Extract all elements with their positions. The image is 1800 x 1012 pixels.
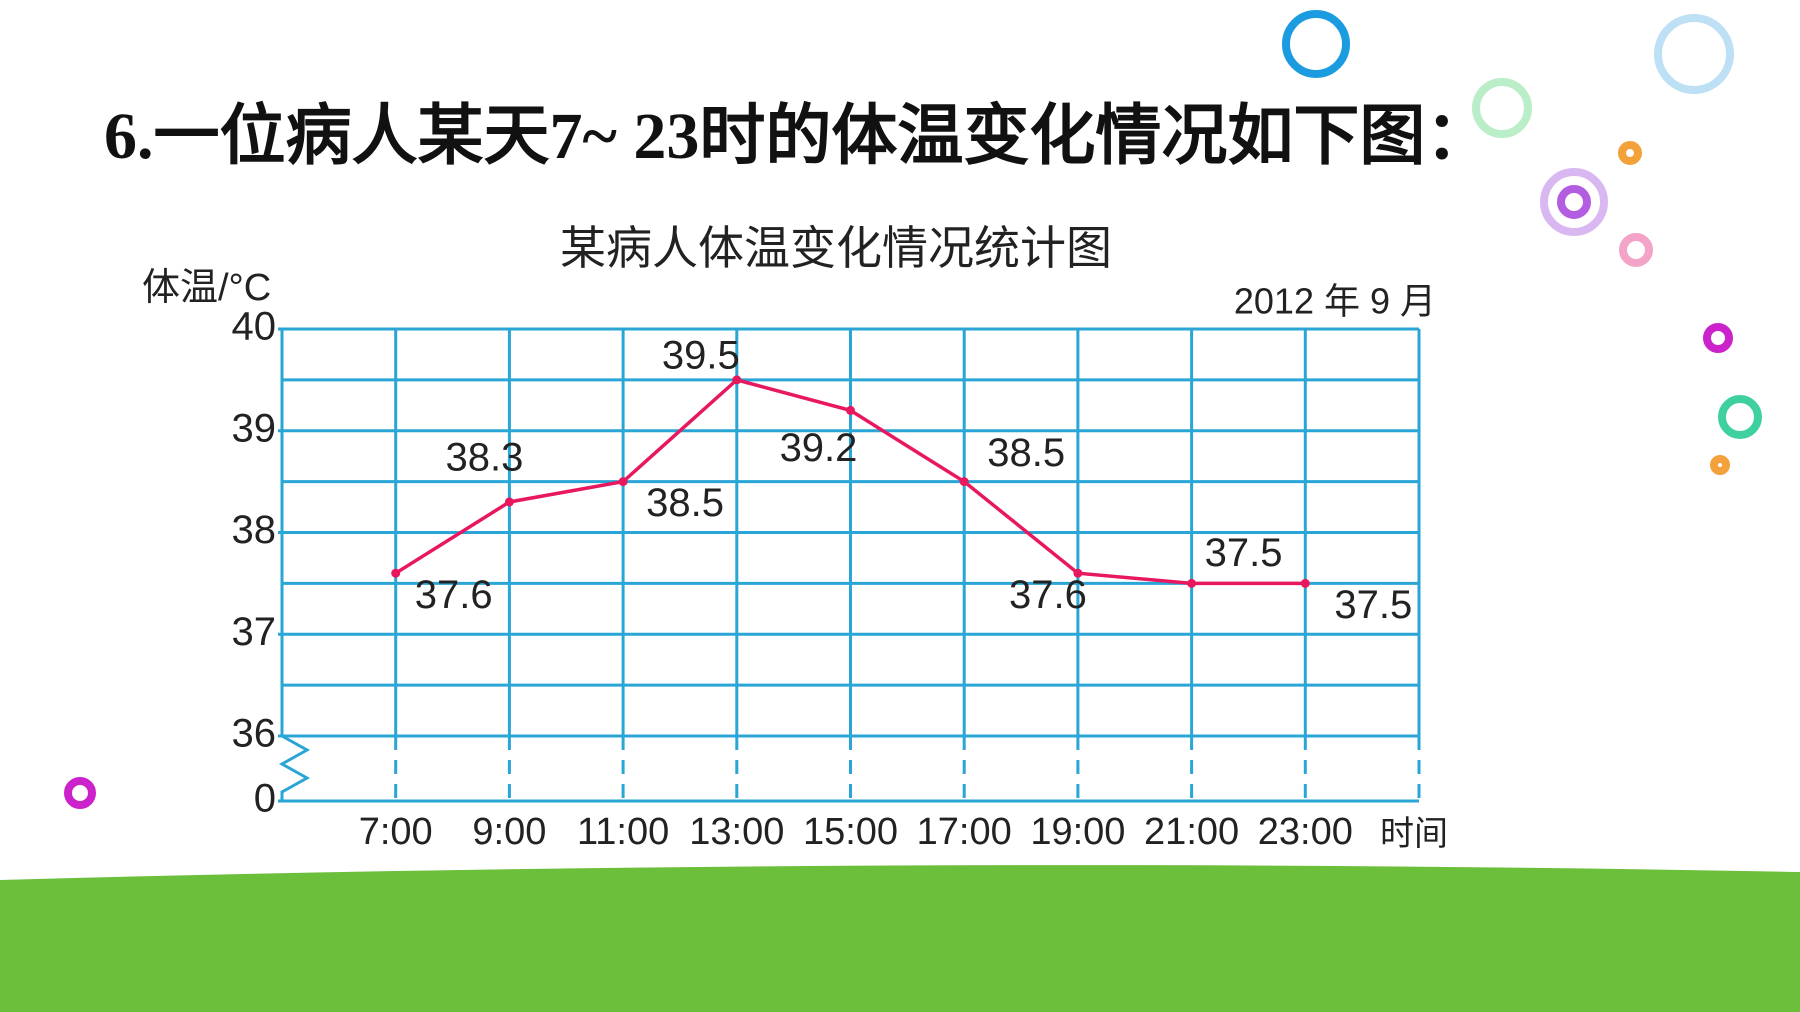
point [846, 405, 855, 415]
x-tick-label: 23:00 [1258, 811, 1353, 853]
x-tick-label: 19:00 [1030, 811, 1125, 853]
data-label: 38.3 [445, 436, 523, 480]
y-axis-label: 体温/°C [142, 267, 271, 309]
axis-break [278, 734, 311, 801]
y-tick-label: 37 [232, 610, 277, 654]
x-axis-label: 时间 [1380, 815, 1448, 853]
data-label: 39.5 [662, 333, 740, 377]
grass [0, 865, 1800, 1012]
point [1073, 568, 1083, 578]
point [1187, 578, 1197, 588]
data-label: 37.5 [1205, 531, 1283, 575]
plot: 0 36 37 38 39 40 7:00 9:00 11:00 13:00 15:00 17:00 1… [232, 305, 1421, 853]
point [732, 375, 742, 385]
x-tick-label: 15:00 [803, 811, 898, 853]
heading: 6.一位病人某天7~ 23时的体温变化情况如下图： [104, 100, 1491, 173]
chart-subtitle: 2012 年 9 月 [1234, 281, 1436, 322]
x-tick-label: 17:00 [917, 811, 1012, 853]
data-label: 37.6 [1009, 573, 1087, 617]
y-tick-label: 40 [232, 305, 277, 349]
y-tick-label: 0 [254, 777, 276, 821]
decorations [64, 10, 1762, 809]
data-label: 38.5 [646, 481, 724, 525]
data-label: 38.5 [987, 431, 1065, 475]
point [391, 568, 401, 578]
data-label: 39.2 [780, 426, 858, 470]
x-tick-label: 21:00 [1144, 811, 1239, 853]
point [1300, 578, 1310, 588]
chart-title: 某病人体温变化情况统计图 [560, 222, 1112, 274]
point [504, 497, 514, 507]
x-tick-label: 9:00 [472, 811, 546, 853]
y-tick-label: 39 [232, 406, 277, 450]
y-tick-label: 36 [232, 712, 277, 756]
x-tick-label: 7:00 [359, 811, 433, 853]
point [959, 477, 969, 487]
y-tick-label: 38 [232, 508, 277, 552]
data-label: 37.5 [1334, 583, 1412, 627]
x-tick-label: 13:00 [689, 811, 784, 853]
point [618, 477, 628, 487]
data-label: 37.6 [415, 573, 493, 617]
x-tick-label: 11:00 [577, 811, 669, 853]
